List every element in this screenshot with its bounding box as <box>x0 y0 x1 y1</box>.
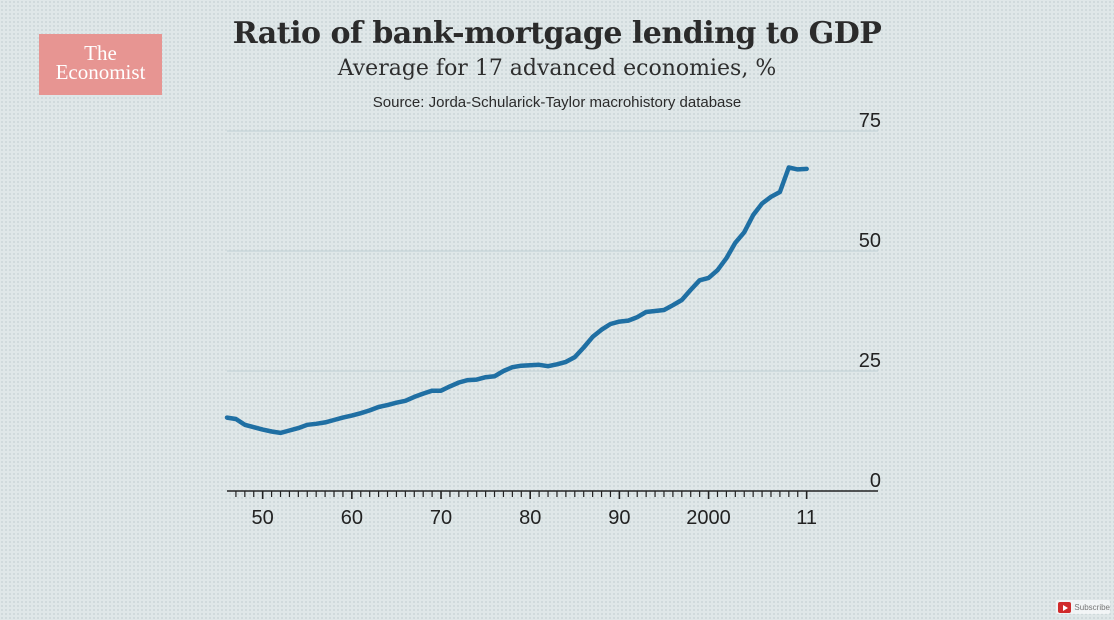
x-axis <box>227 490 878 499</box>
series-line-0 <box>224 165 809 436</box>
x-tick-label-70: 70 <box>430 507 452 529</box>
series-layer <box>224 165 809 436</box>
y-tick-label-50: 50 <box>859 230 881 252</box>
y-tick-label-25: 25 <box>859 350 881 372</box>
gridlines <box>227 130 878 372</box>
chart-source: Source: Jorda-Schularick-Taylor macrohis… <box>372 94 742 111</box>
x-tick-label-80: 80 <box>519 507 541 529</box>
economist-logo: The Economist <box>39 34 162 95</box>
x-tick-label-90: 90 <box>608 507 630 529</box>
chart-title: Ratio of bank-mortgage lending to GDP <box>232 16 882 51</box>
subscribe-label: Subscribe <box>1074 602 1110 612</box>
chart-subtitle: Average for 17 advanced economies, % <box>337 56 777 81</box>
x-axis-labels: 50 60 70 80 90 2000 11 <box>252 507 817 529</box>
y-tick-label-0: 0 <box>870 470 881 492</box>
x-tick-label-50: 50 <box>252 507 274 529</box>
logo-line-2: Economist <box>55 60 146 84</box>
play-icon <box>1058 601 1072 613</box>
x-tick-label-2000: 2000 <box>686 507 731 529</box>
subscribe-button[interactable]: Subscribe <box>1056 600 1110 614</box>
x-tick-label-60: 60 <box>341 507 363 529</box>
x-tick-label-11: 11 <box>796 507 817 529</box>
y-tick-label-75: 75 <box>859 110 881 132</box>
logo-line-1: The <box>84 41 117 65</box>
y-axis-labels: 0 25 50 75 <box>859 110 881 492</box>
